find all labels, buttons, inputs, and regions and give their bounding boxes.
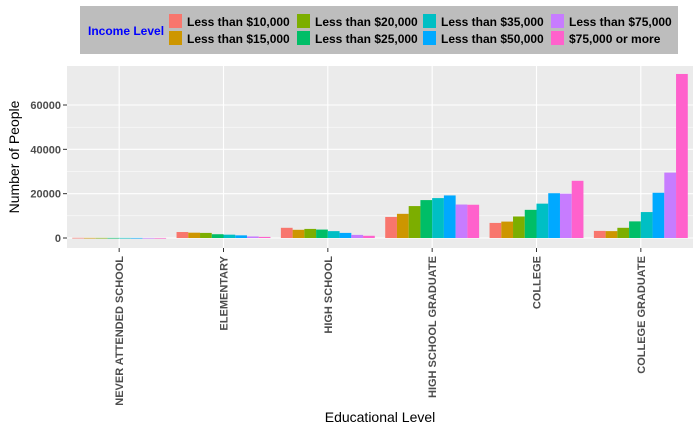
bar bbox=[536, 203, 549, 238]
bar bbox=[385, 216, 397, 238]
bar bbox=[396, 213, 409, 238]
legend-swatch bbox=[169, 14, 182, 28]
legend-swatch bbox=[297, 14, 310, 28]
bar bbox=[316, 229, 328, 238]
y-tick-label: 20000 bbox=[30, 189, 61, 201]
bar bbox=[408, 206, 421, 238]
legend-title: Income Level bbox=[88, 24, 164, 38]
bar bbox=[443, 195, 456, 238]
legend-item: $75,000 or more bbox=[551, 31, 661, 46]
legend-item: Less than $20,000 bbox=[297, 14, 418, 29]
bar bbox=[363, 235, 375, 238]
bar bbox=[420, 200, 433, 238]
legend-label: Less than $10,000 bbox=[187, 15, 290, 29]
x-tick-label: COLLEGE GRADUATE bbox=[636, 256, 648, 374]
bar bbox=[629, 221, 641, 238]
bar bbox=[501, 221, 514, 238]
legend-swatch bbox=[551, 14, 564, 28]
y-tick-label: 60000 bbox=[30, 100, 61, 112]
legend-label: Less than $35,000 bbox=[441, 15, 544, 29]
y-tick-label: 40000 bbox=[30, 144, 61, 156]
bar bbox=[559, 193, 572, 238]
bar bbox=[200, 232, 212, 238]
bar bbox=[176, 232, 189, 238]
legend-item: Less than $15,000 bbox=[169, 31, 290, 46]
bar bbox=[676, 73, 688, 238]
y-axis-title: Number of People bbox=[6, 100, 22, 213]
legend-swatch bbox=[297, 31, 310, 45]
bar bbox=[467, 204, 480, 238]
legend-label: Less than $20,000 bbox=[315, 15, 418, 29]
bar bbox=[664, 172, 677, 238]
bar bbox=[524, 209, 537, 238]
bar bbox=[235, 235, 247, 238]
bar bbox=[432, 198, 444, 238]
legend-background bbox=[80, 6, 678, 54]
bar bbox=[513, 216, 525, 238]
bar bbox=[280, 227, 293, 238]
bar bbox=[548, 193, 560, 238]
legend-item: Less than $25,000 bbox=[297, 31, 418, 46]
legend-item: Less than $10,000 bbox=[169, 14, 290, 29]
bar bbox=[246, 236, 259, 238]
bar bbox=[211, 234, 224, 238]
legend-item: Less than $75,000 bbox=[551, 14, 672, 29]
bar bbox=[292, 229, 305, 238]
legend-label: Less than $50,000 bbox=[441, 32, 544, 46]
bar bbox=[327, 231, 340, 238]
bar bbox=[617, 227, 630, 238]
bar bbox=[72, 237, 84, 239]
bar bbox=[95, 237, 108, 239]
bar bbox=[130, 237, 143, 239]
x-tick-label: COLLEGE bbox=[532, 256, 544, 309]
bar bbox=[142, 237, 155, 239]
bar bbox=[83, 237, 96, 239]
bar bbox=[223, 234, 236, 238]
bar bbox=[640, 212, 653, 238]
bar bbox=[119, 237, 131, 239]
legend-swatch bbox=[423, 14, 436, 28]
bar bbox=[339, 232, 352, 238]
bar bbox=[455, 204, 468, 238]
legend-swatch bbox=[169, 31, 182, 45]
x-tick-label: HIGH SCHOOL GRADUATE bbox=[427, 256, 439, 398]
y-tick-label: 0 bbox=[55, 233, 61, 245]
legend-label: $75,000 or more bbox=[569, 32, 661, 46]
legend-swatch bbox=[551, 31, 564, 45]
bar bbox=[571, 180, 584, 238]
plot-panel bbox=[67, 66, 693, 248]
x-axis-title: Educational Level bbox=[325, 409, 436, 425]
bar bbox=[593, 230, 606, 238]
bar bbox=[258, 236, 271, 238]
legend-label: Less than $15,000 bbox=[187, 32, 290, 46]
bar bbox=[107, 237, 120, 239]
bar bbox=[489, 222, 502, 238]
bar bbox=[154, 237, 167, 239]
legend-label: Less than $75,000 bbox=[569, 15, 672, 29]
legend-swatch bbox=[423, 31, 436, 45]
x-tick-label: HIGH SCHOOL bbox=[323, 256, 335, 334]
x-tick-label: ELEMENTARY bbox=[219, 255, 231, 330]
x-tick-label: NEVER ATTENDED SCHOOL bbox=[114, 256, 126, 406]
legend-item: Less than $35,000 bbox=[423, 14, 544, 29]
bar bbox=[304, 228, 317, 238]
bar bbox=[605, 231, 618, 238]
bar bbox=[351, 234, 364, 238]
bar bbox=[652, 192, 665, 238]
legend-item: Less than $50,000 bbox=[423, 31, 544, 46]
legend: Income Level Less than $10,000 Less than … bbox=[80, 6, 678, 54]
legend-label: Less than $25,000 bbox=[315, 32, 418, 46]
bar bbox=[188, 232, 201, 238]
